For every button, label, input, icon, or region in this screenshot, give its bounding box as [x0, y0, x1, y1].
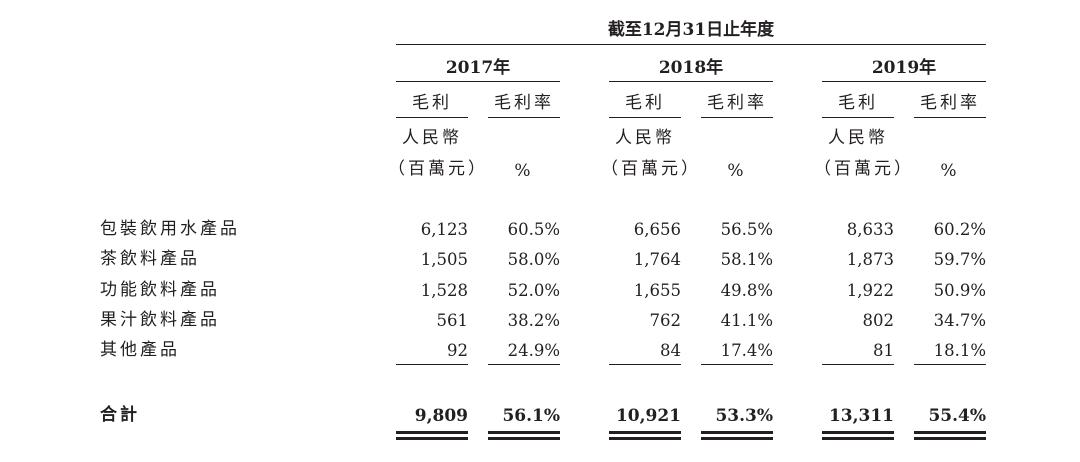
row-label: 功能飲料產品	[100, 280, 220, 300]
total-double-rule	[914, 437, 986, 440]
cell-gross-profit: 8,633	[846, 220, 894, 239]
cell-gross-margin: 17.4%	[720, 341, 773, 360]
total-double-rule	[609, 437, 681, 440]
cell-gross-profit: 6,123	[420, 220, 468, 239]
currency-unit: 人民幣	[615, 128, 675, 148]
cell-gross-margin: 50.9%	[933, 281, 986, 300]
subtotal-rule	[488, 364, 560, 365]
cell-gross-margin: 60.2%	[933, 220, 986, 239]
total-double-rule	[914, 431, 986, 434]
cell-gross-margin: 58.1%	[720, 250, 773, 269]
total-gross-profit: 10,921	[615, 406, 681, 426]
gross-profit-rule	[609, 117, 681, 118]
period-rule	[396, 44, 986, 45]
year-2019-header: 2019年	[871, 58, 937, 78]
total-double-rule	[396, 431, 468, 434]
cell-gross-profit: 1,922	[846, 281, 894, 300]
cell-gross-profit: 84	[660, 341, 681, 360]
gross-margin-rule	[914, 117, 986, 118]
gross-profit-rule	[822, 117, 894, 118]
cell-gross-margin: 52.0%	[507, 281, 560, 300]
cell-gross-profit: 802	[862, 311, 895, 330]
year-2019-rule	[822, 81, 986, 82]
currency-unit: 人民幣	[828, 128, 888, 148]
total-gross-profit: 13,311	[828, 406, 894, 426]
gross-profit-header: 毛利	[838, 93, 878, 113]
total-label: 合計	[100, 405, 140, 425]
row-label: 茶飲料產品	[100, 249, 200, 269]
cell-gross-margin: 34.7%	[933, 311, 986, 330]
gross-profit-header: 毛利	[625, 93, 665, 113]
row-label: 包裝飲用水產品	[100, 219, 240, 239]
total-double-rule	[609, 431, 681, 434]
gross-margin-header: 毛利率	[494, 93, 554, 113]
total-gross-profit: 9,809	[414, 406, 468, 426]
subtotal-rule	[822, 364, 894, 365]
total-gross-margin: 53.3%	[715, 406, 773, 426]
currency-unit: 人民幣	[402, 128, 462, 148]
cell-gross-margin: 59.7%	[933, 250, 986, 269]
total-double-rule	[488, 431, 560, 434]
subtotal-rule	[701, 364, 773, 365]
percent-unit: %	[940, 161, 960, 181]
amount-unit: （百萬元）	[814, 159, 914, 179]
cell-gross-profit: 81	[873, 341, 894, 360]
cell-gross-profit: 1,873	[846, 250, 894, 269]
total-gross-margin: 55.4%	[928, 406, 986, 426]
total-double-rule	[822, 437, 894, 440]
total-double-rule	[488, 437, 560, 440]
cell-gross-profit: 1,505	[420, 250, 468, 269]
gross-margin-rule	[701, 117, 773, 118]
gross-margin-header: 毛利率	[920, 93, 980, 113]
total-double-rule	[701, 437, 773, 440]
percent-unit: %	[727, 161, 747, 181]
cell-gross-profit: 561	[436, 311, 469, 330]
gross-margin-header: 毛利率	[707, 93, 767, 113]
cell-gross-margin: 41.1%	[720, 311, 773, 330]
cell-gross-margin: 49.8%	[720, 281, 773, 300]
cell-gross-profit: 6,656	[633, 220, 681, 239]
cell-gross-profit: 1,655	[633, 281, 681, 300]
year-2017-rule	[396, 81, 560, 82]
amount-unit: （百萬元）	[388, 159, 488, 179]
total-double-rule	[701, 431, 773, 434]
year-2018-header: 2018年	[658, 58, 724, 78]
row-label: 其他產品	[100, 340, 180, 360]
cell-gross-margin: 18.1%	[933, 341, 986, 360]
cell-gross-margin: 58.0%	[507, 250, 560, 269]
gross-profit-rule	[396, 117, 468, 118]
gross-profit-header: 毛利	[412, 93, 452, 113]
cell-gross-margin: 24.9%	[507, 341, 560, 360]
cell-gross-profit: 762	[649, 311, 682, 330]
subtotal-rule	[609, 364, 681, 365]
cell-gross-margin: 60.5%	[507, 220, 560, 239]
percent-unit: %	[514, 161, 534, 181]
amount-unit: （百萬元）	[601, 159, 701, 179]
subtotal-rule	[914, 364, 986, 365]
gross-margin-rule	[488, 117, 560, 118]
total-double-rule	[396, 437, 468, 440]
subtotal-rule	[396, 364, 468, 365]
row-label: 果汁飲料產品	[100, 310, 220, 330]
cell-gross-profit: 1,528	[420, 281, 468, 300]
year-2018-rule	[609, 81, 773, 82]
cell-gross-profit: 1,764	[633, 250, 681, 269]
cell-gross-margin: 56.5%	[720, 220, 773, 239]
cell-gross-margin: 38.2%	[507, 311, 560, 330]
year-2017-header: 2017年	[445, 58, 511, 78]
cell-gross-profit: 92	[447, 341, 468, 360]
total-gross-margin: 56.1%	[502, 406, 560, 426]
period-header: 截至12月31日止年度	[607, 20, 775, 40]
total-double-rule	[822, 431, 894, 434]
